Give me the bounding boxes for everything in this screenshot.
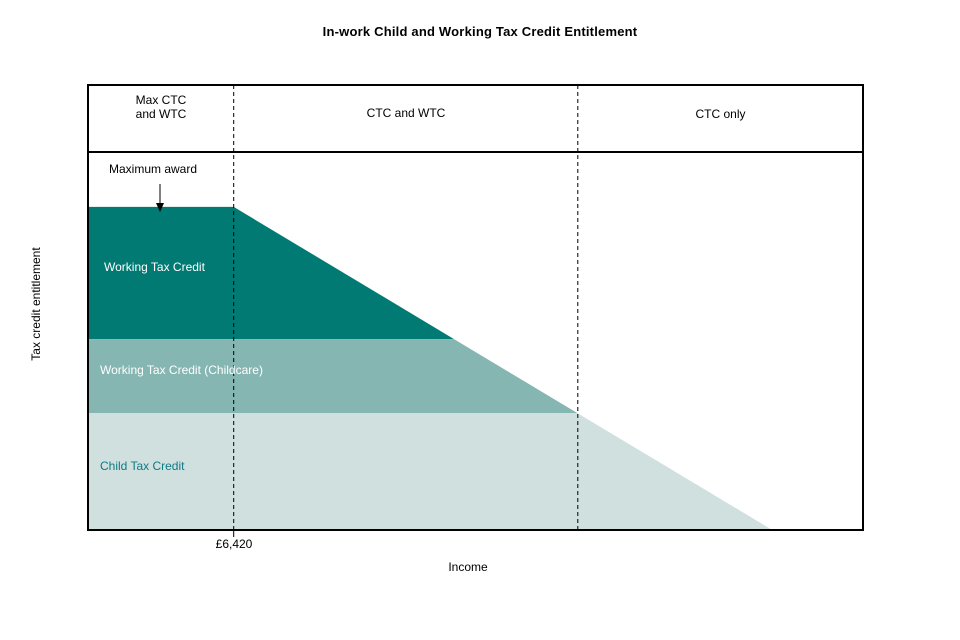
max-award-annotation: Maximum award: [109, 162, 198, 176]
x-tick-label-6420: £6,420: [215, 537, 253, 551]
label-child-tax-credit: Child Tax Credit: [100, 459, 185, 473]
band-child-tax-credit: [88, 413, 773, 530]
x-axis-title: Income: [448, 560, 488, 574]
chart-title: In-work Child and Working Tax Credit Ent…: [322, 24, 638, 39]
max-award-arrow-icon: [156, 184, 164, 212]
region-label-ctc-only: CTC only: [695, 107, 746, 121]
y-axis-title: Tax credit entitlement: [29, 247, 43, 361]
plot-border: [87, 84, 864, 531]
region-label-ctc-and-wtc: CTC and WTC: [366, 106, 446, 120]
label-working-tax-credit-childcare: Working Tax Credit (Childcare): [100, 363, 263, 377]
band-working-tax-credit-childcare: [88, 339, 578, 413]
region-label-max-ctc-and-wtc: Max CTC and WTC: [135, 93, 187, 121]
band-working-tax-credit: [88, 206, 454, 340]
label-working-tax-credit: Working Tax Credit: [104, 260, 205, 274]
